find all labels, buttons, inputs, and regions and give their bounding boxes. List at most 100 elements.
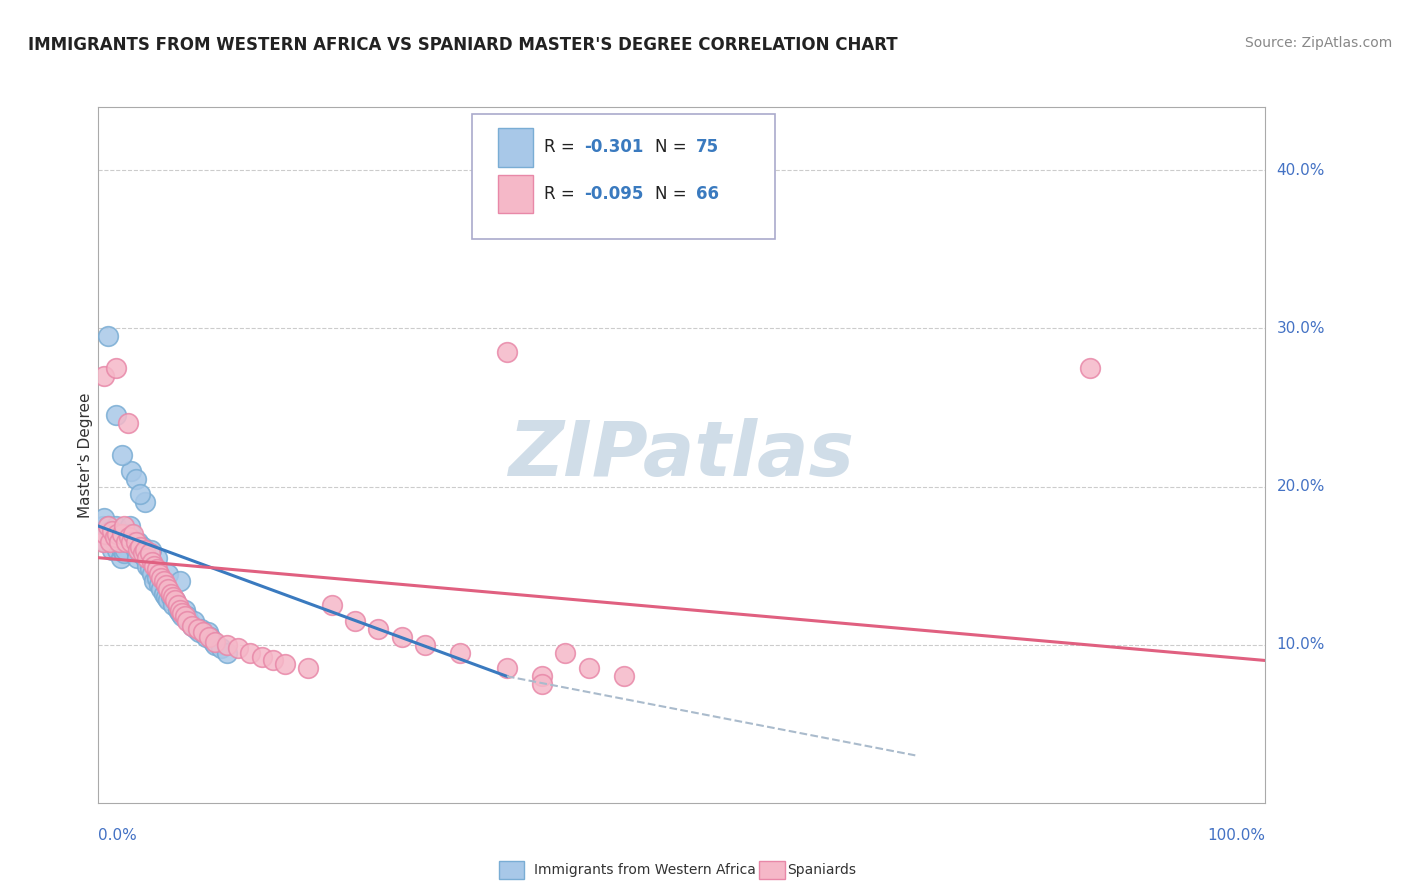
Point xyxy=(496,661,519,675)
Point xyxy=(125,472,148,486)
Point xyxy=(104,409,127,423)
Point xyxy=(100,534,122,549)
Text: 30.0%: 30.0% xyxy=(1277,321,1324,336)
Point xyxy=(120,464,142,478)
Point xyxy=(152,574,174,589)
Text: R =: R = xyxy=(544,185,581,203)
Point xyxy=(97,519,120,533)
Point xyxy=(122,534,145,549)
Point xyxy=(127,534,149,549)
Point xyxy=(297,661,319,675)
Text: 10.0%: 10.0% xyxy=(1277,637,1324,652)
Point xyxy=(169,574,191,589)
Point xyxy=(193,625,215,640)
Point xyxy=(93,368,115,383)
Point xyxy=(118,519,141,533)
Text: 40.0%: 40.0% xyxy=(1277,163,1324,178)
FancyBboxPatch shape xyxy=(498,128,533,167)
Point xyxy=(108,534,131,549)
Point xyxy=(134,542,156,557)
Point xyxy=(118,530,141,544)
Point xyxy=(129,540,152,554)
Point xyxy=(367,622,389,636)
Point xyxy=(134,495,156,509)
Point xyxy=(250,650,273,665)
Point xyxy=(146,550,169,565)
Point xyxy=(172,606,194,620)
Point xyxy=(132,540,155,554)
Point xyxy=(101,524,124,538)
Point xyxy=(391,630,413,644)
Point xyxy=(104,530,127,544)
Point xyxy=(496,345,519,359)
Point xyxy=(107,534,129,549)
FancyBboxPatch shape xyxy=(472,114,775,239)
Point xyxy=(143,574,166,589)
Point xyxy=(136,550,159,565)
Point xyxy=(215,638,238,652)
Point xyxy=(146,571,169,585)
Point xyxy=(1080,360,1102,375)
Point xyxy=(176,614,198,628)
Point xyxy=(93,511,115,525)
Point xyxy=(157,593,180,607)
Point xyxy=(262,653,284,667)
Point xyxy=(114,542,136,557)
Point xyxy=(111,448,134,462)
Point xyxy=(204,634,226,648)
Text: Immigrants from Western Africa: Immigrants from Western Africa xyxy=(534,863,756,877)
Point xyxy=(215,646,238,660)
Point xyxy=(449,646,471,660)
Point xyxy=(173,603,195,617)
Point xyxy=(148,577,170,591)
Point xyxy=(104,360,127,375)
Point xyxy=(186,622,208,636)
Text: 75: 75 xyxy=(696,138,718,156)
Point xyxy=(129,487,152,501)
Point xyxy=(201,634,224,648)
Point xyxy=(197,625,219,640)
Text: -0.095: -0.095 xyxy=(583,185,644,203)
Y-axis label: Master's Degree: Master's Degree xyxy=(77,392,93,517)
Point xyxy=(125,534,148,549)
Text: Source: ZipAtlas.com: Source: ZipAtlas.com xyxy=(1244,36,1392,50)
Point xyxy=(159,587,181,601)
Point xyxy=(120,534,142,549)
Text: -0.301: -0.301 xyxy=(583,138,644,156)
Point xyxy=(139,542,162,557)
Point xyxy=(274,657,297,671)
Point xyxy=(110,550,132,565)
Point xyxy=(122,527,145,541)
Point xyxy=(91,519,114,533)
Point xyxy=(180,618,202,632)
Point xyxy=(169,606,191,620)
Point xyxy=(239,646,262,660)
Point xyxy=(204,638,226,652)
Point xyxy=(91,534,114,549)
Point xyxy=(613,669,636,683)
Point xyxy=(118,534,141,549)
Point xyxy=(97,519,120,533)
Point xyxy=(94,534,117,549)
Point xyxy=(209,640,232,655)
Point xyxy=(132,546,155,560)
Point xyxy=(228,640,250,655)
Point xyxy=(115,534,138,549)
Point xyxy=(150,571,173,585)
Point xyxy=(176,609,198,624)
Point xyxy=(127,542,149,557)
Point xyxy=(193,625,215,640)
Text: 100.0%: 100.0% xyxy=(1208,828,1265,843)
Point xyxy=(155,591,177,605)
Point xyxy=(169,603,191,617)
Point xyxy=(96,527,118,541)
Point xyxy=(111,540,134,554)
Point xyxy=(98,534,121,549)
Point xyxy=(198,630,221,644)
Point xyxy=(157,566,180,581)
Text: IMMIGRANTS FROM WESTERN AFRICA VS SPANIARD MASTER'S DEGREE CORRELATION CHART: IMMIGRANTS FROM WESTERN AFRICA VS SPANIA… xyxy=(28,36,898,54)
Point xyxy=(97,329,120,343)
Point xyxy=(187,625,209,640)
Point xyxy=(166,598,188,612)
Point xyxy=(120,527,142,541)
